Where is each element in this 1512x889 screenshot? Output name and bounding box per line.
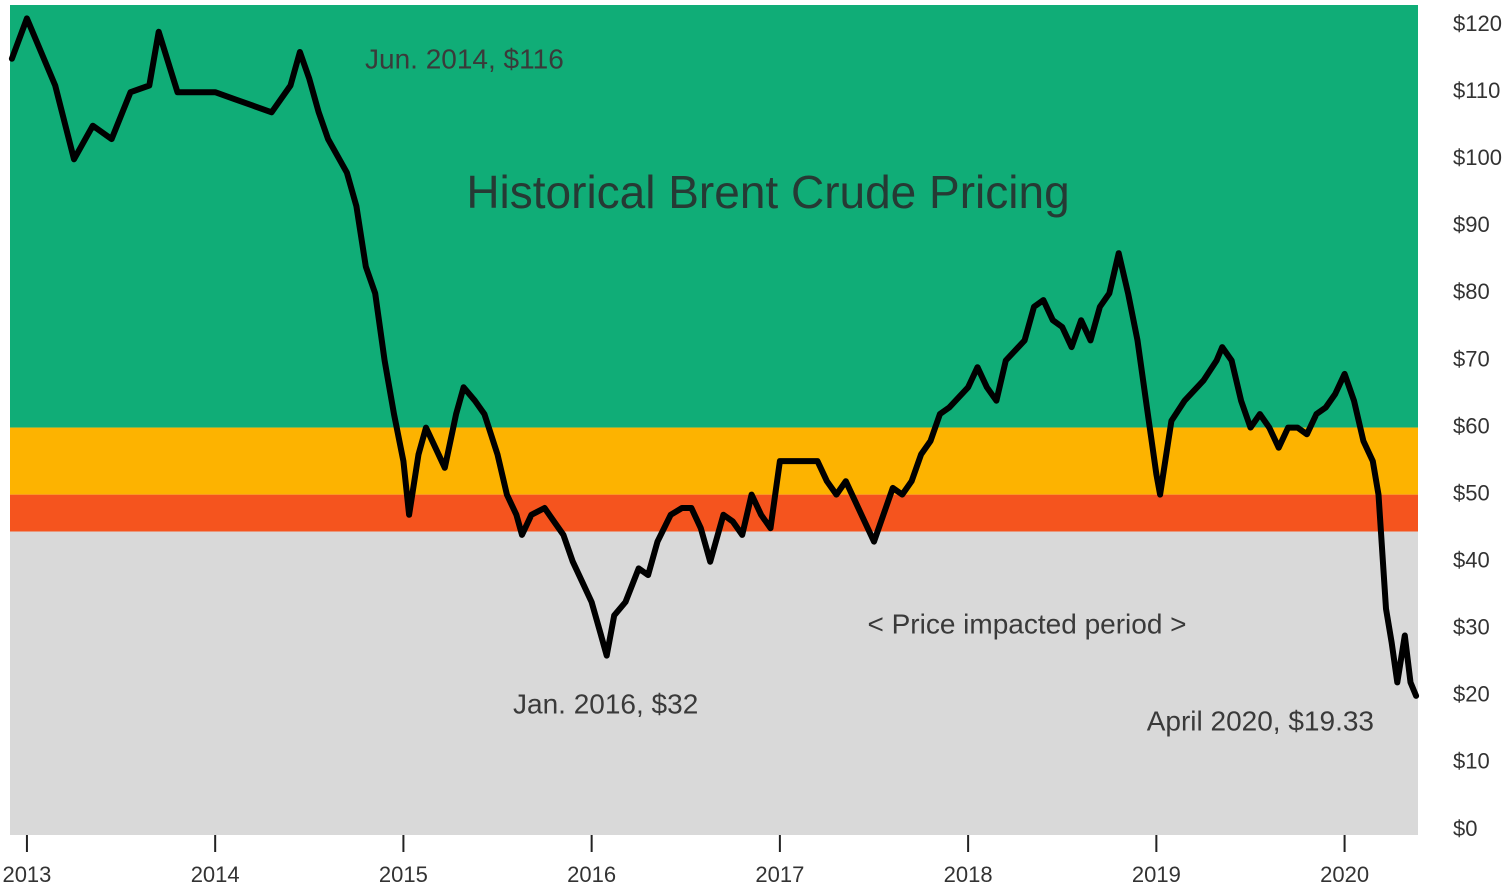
band [10,494,1418,532]
annotation: April 2020, $19.33 [1147,705,1374,736]
band [10,427,1418,495]
labels: $0 $10 $20 $30 $40 $50 $60 $70 $80 $90 $100 $110 $12… [2,11,1501,887]
annotation: Jan. 2016, $32 [513,688,698,719]
y-tick-label: $20 [1453,682,1490,707]
marks [8,15,1420,699]
price-line [8,15,1420,699]
x-tick-label: 2019 [1132,862,1181,887]
y-tick-label: $60 [1453,413,1490,438]
y-tick-label: $0 [1453,816,1477,841]
x-tick-label: 2018 [944,862,993,887]
band [10,5,1418,428]
annotation: < Price impacted period > [867,608,1186,639]
bands [10,5,1418,835]
band [10,531,1418,835]
y-tick-label: $110 [1453,78,1500,103]
x-tick-label: 2017 [755,862,804,887]
x-tick-label: 2013 [2,862,51,887]
y-tick-label: $30 [1453,615,1490,640]
x-tick-label: 2016 [567,862,616,887]
y-tick-label: $10 [1453,749,1490,774]
y-tick-label: $80 [1453,279,1490,304]
y-tick-label: $120 [1453,11,1502,36]
y-tick-label: $50 [1453,480,1490,505]
y-tick-label: $90 [1453,212,1490,237]
chart-title: Historical Brent Crude Pricing [466,166,1069,218]
y-tick-label: $70 [1453,346,1490,371]
y-tick-label: $100 [1453,145,1502,170]
x-tick-label: 2014 [191,862,240,887]
x-tick-label: 2015 [379,862,428,887]
y-tick-label: $40 [1453,548,1490,573]
x-tick-label: 2020 [1320,862,1369,887]
annotation: Jun. 2014, $116 [365,43,564,74]
